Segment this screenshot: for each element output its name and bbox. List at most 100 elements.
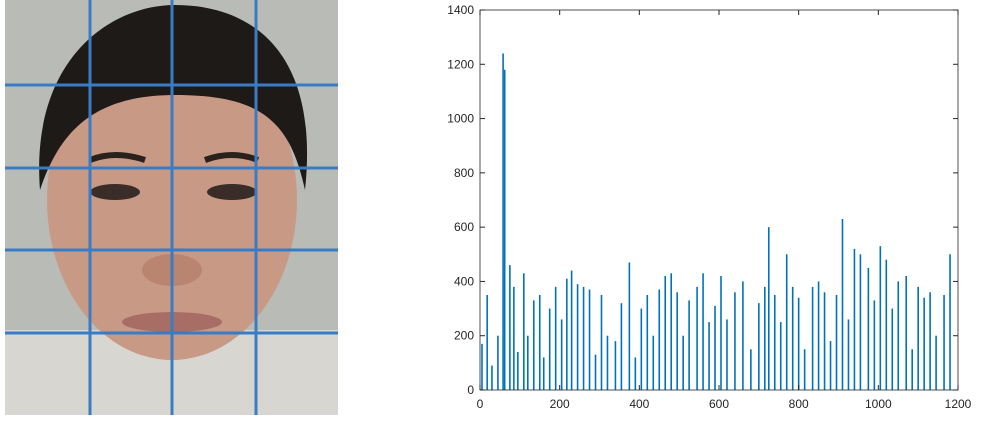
bar — [696, 287, 698, 390]
bar — [874, 300, 876, 390]
x-tick-label: 600 — [709, 397, 729, 411]
x-tick-label: 1000 — [865, 397, 892, 411]
bar — [798, 298, 800, 390]
bar — [481, 344, 483, 390]
bar — [750, 349, 752, 390]
bar — [886, 260, 888, 390]
bar — [652, 336, 654, 390]
bar — [607, 336, 609, 390]
bar — [929, 292, 931, 390]
y-tick-label: 600 — [454, 220, 474, 234]
eye — [90, 184, 140, 200]
bar — [812, 287, 814, 390]
x-tick-label: 0 — [477, 397, 484, 411]
bar — [830, 341, 832, 390]
eye — [207, 184, 257, 200]
bar — [804, 349, 806, 390]
bar — [533, 300, 535, 390]
bar — [539, 295, 541, 390]
bar — [702, 273, 704, 390]
y-tick-label: 1200 — [447, 57, 474, 71]
y-tick-label: 800 — [454, 166, 474, 180]
x-tick-label: 200 — [550, 397, 570, 411]
bar — [780, 322, 782, 390]
bar — [502, 53, 504, 390]
bar — [615, 341, 617, 390]
bar — [860, 254, 862, 390]
bar — [621, 303, 623, 390]
x-tick-label: 800 — [789, 397, 809, 411]
x-tick-label: 400 — [629, 397, 649, 411]
bar — [792, 287, 794, 390]
bar — [670, 273, 672, 390]
bar — [848, 319, 850, 390]
bar — [949, 254, 951, 390]
bar — [527, 336, 529, 390]
bar — [905, 276, 907, 390]
bar — [758, 303, 760, 390]
bar — [824, 292, 826, 390]
bar — [629, 262, 631, 390]
bar — [734, 292, 736, 390]
bar — [595, 355, 597, 390]
x-tick-label: 1200 — [945, 397, 972, 411]
bar — [897, 281, 899, 390]
bar — [513, 287, 515, 390]
bar — [491, 366, 493, 390]
bar — [764, 287, 766, 390]
bar — [543, 357, 545, 390]
bar — [555, 287, 557, 390]
bar — [589, 290, 591, 390]
bar — [836, 295, 838, 390]
bar — [786, 254, 788, 390]
bar — [935, 336, 937, 390]
bar — [774, 295, 776, 390]
bar — [497, 336, 499, 390]
bar — [561, 319, 563, 390]
bar — [911, 349, 913, 390]
bar — [708, 322, 710, 390]
y-tick-label: 200 — [454, 329, 474, 343]
bar — [571, 271, 573, 390]
bar — [768, 227, 770, 390]
bar — [486, 295, 488, 390]
figure: 0 200 400 600 800 1000 1200 1400 0 200 400 600 800 10… — [0, 0, 982, 420]
bar — [943, 295, 945, 390]
histogram-chart: 0 200 400 600 800 1000 1200 1400 0 200 400 600 800 10… — [447, 3, 971, 411]
face-photo — [5, 0, 338, 415]
bar — [504, 70, 506, 390]
bar — [583, 287, 585, 390]
bar — [854, 249, 856, 390]
bar — [923, 298, 925, 390]
bar — [917, 287, 919, 390]
bar — [891, 309, 893, 390]
bar — [842, 219, 844, 390]
bar — [523, 273, 525, 390]
bar — [647, 295, 649, 390]
bar — [641, 309, 643, 390]
bar — [720, 276, 722, 390]
bar — [742, 281, 744, 390]
bar — [658, 290, 660, 390]
bar — [688, 300, 690, 390]
bar — [566, 279, 568, 390]
bar — [509, 265, 511, 390]
bar — [868, 268, 870, 390]
y-tick-label: 400 — [454, 274, 474, 288]
page: 0 200 400 600 800 1000 1200 1400 0 200 400 600 800 10… — [0, 0, 982, 425]
bar — [682, 336, 684, 390]
bar — [549, 309, 551, 390]
bar — [635, 357, 637, 390]
bar — [818, 281, 820, 390]
y-tick-label: 0 — [467, 383, 474, 397]
y-tick-label: 1400 — [447, 3, 474, 17]
bar — [517, 352, 519, 390]
bar — [726, 319, 728, 390]
bar — [880, 246, 882, 390]
bar — [601, 295, 603, 390]
bar — [664, 276, 666, 390]
bar — [714, 306, 716, 390]
bar — [577, 284, 579, 390]
y-tick-label: 1000 — [447, 112, 474, 126]
bar — [676, 292, 678, 390]
